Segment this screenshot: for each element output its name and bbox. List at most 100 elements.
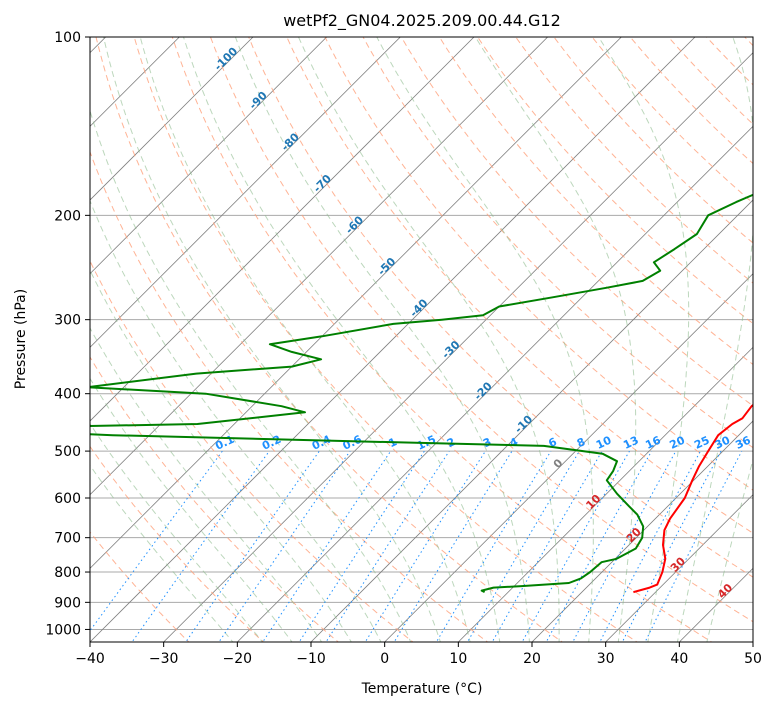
dry-adiabat-line xyxy=(438,37,753,366)
isotherm-line xyxy=(90,37,696,642)
moist-adiabat-line xyxy=(234,37,530,642)
isobar-grid xyxy=(90,37,753,630)
y-tick-label: 700 xyxy=(54,531,81,547)
mixing-ratio-line xyxy=(644,450,743,642)
plot-frame xyxy=(89,36,754,643)
y-tick-label: 800 xyxy=(54,565,81,581)
isotherm-line xyxy=(90,37,328,275)
y-tick-label: 100 xyxy=(54,30,81,46)
x-tick-label: 0 xyxy=(380,651,389,667)
dry-adiabat-line xyxy=(90,445,265,642)
isotherm-label: -20 xyxy=(472,379,495,402)
mixing-ratio-line xyxy=(521,450,630,642)
x-tick-label: −20 xyxy=(223,651,253,667)
y-axis-label: Pressure (hPa) xyxy=(13,289,29,389)
isotherm-label: -100 xyxy=(212,44,241,73)
x-tick-label: 20 xyxy=(523,651,541,667)
moist-adiabat-line xyxy=(597,37,690,642)
isotherm-line xyxy=(457,346,753,642)
dry-adiabat-line xyxy=(95,37,564,642)
mixing-ratio-line xyxy=(621,450,722,642)
dry-adiabat-line xyxy=(515,37,753,284)
moist-adiabat-line xyxy=(376,37,594,642)
dry-adiabat-line xyxy=(744,37,753,47)
isotherm-label: -40 xyxy=(407,296,430,319)
moist-adiabat-line xyxy=(90,422,264,642)
moist-adiabats xyxy=(90,37,753,642)
mixing-ratio-line xyxy=(262,450,392,642)
moist-adiabat-line xyxy=(102,37,441,642)
isotherm-label: -60 xyxy=(343,213,366,236)
y-tick-label: 600 xyxy=(54,491,81,507)
y-tick-label: 1000 xyxy=(45,622,81,638)
mixing-ratio-label: 0.4 xyxy=(310,433,333,453)
mixing-ratio-labels: 0.1 0.2 0.4 0.6 1 1.5 2 3 4 6 8 10 13 16 20 25 30 36 xyxy=(213,433,753,453)
y-tick-label: 300 xyxy=(54,313,81,329)
isotherm-line xyxy=(678,567,753,642)
mixing-ratio-label: 25 xyxy=(692,434,711,452)
isotherm-label: -10 xyxy=(512,413,535,436)
x-tick-label: −40 xyxy=(75,651,105,667)
isotherm-line xyxy=(90,37,401,348)
moist-adiabat-line xyxy=(676,37,753,642)
mixing-ratio-label: 20 xyxy=(668,433,688,451)
isotherm-line xyxy=(310,199,753,642)
chart-title: wetPf2_GN04.2025.209.00.44.G12 xyxy=(283,11,561,31)
isotherm-line xyxy=(531,420,753,642)
moist-adiabat-line xyxy=(182,37,501,642)
isotherm-label: -70 xyxy=(311,172,334,195)
mixing-ratio-lines xyxy=(90,450,743,642)
x-tick-label: 30 xyxy=(597,651,615,667)
moist-adiabat-line xyxy=(90,377,293,642)
y-axis-ticks: 100 200 300 400 500 600 700 800 900 1000 xyxy=(45,30,90,638)
moist-adiabat-line xyxy=(90,464,234,642)
x-tick-label: 10 xyxy=(449,651,467,667)
x-tick-label: 50 xyxy=(744,651,762,667)
isotherm-label: -30 xyxy=(439,338,462,361)
moist-adiabat-line xyxy=(474,37,637,642)
dry-adiabat-line xyxy=(705,37,753,86)
moist-adiabat-line xyxy=(90,199,382,642)
isotherm-line xyxy=(236,125,753,642)
dry-adiabats xyxy=(90,24,775,645)
isotherm-line xyxy=(90,37,475,422)
mixing-ratio-line xyxy=(491,450,603,642)
mixing-ratio-line xyxy=(572,450,677,642)
y-tick-label: 900 xyxy=(54,595,81,611)
isotherm-label: -80 xyxy=(279,130,302,153)
mixing-ratio-line xyxy=(364,450,486,642)
mixing-ratio-label: 8 xyxy=(575,435,587,450)
dry-adiabat-line xyxy=(209,37,753,623)
moist-adiabat-line xyxy=(90,327,323,642)
mixing-ratio-label: 16 xyxy=(643,433,663,451)
moist-adiabat-line xyxy=(90,269,352,642)
mixing-ratio-label: 0.1 xyxy=(213,433,236,453)
dry-adiabat-line xyxy=(90,259,414,642)
x-axis-label: Temperature (°C) xyxy=(361,681,483,697)
dry-adiabat-line xyxy=(90,150,489,642)
moist-adiabat-line xyxy=(706,457,753,642)
mixing-ratio-label: 0.2 xyxy=(260,433,283,453)
mixing-ratio-label: 4 xyxy=(508,435,521,450)
mixing-ratio-label: 13 xyxy=(621,434,640,452)
x-tick-label: −30 xyxy=(149,651,179,667)
mixing-ratio-label: 30 xyxy=(713,433,733,451)
mixing-ratio-line xyxy=(393,450,513,642)
isotherm-label: -90 xyxy=(247,89,270,112)
dewpoint-profile-line xyxy=(90,193,753,593)
mixing-ratio-line xyxy=(325,450,450,642)
dry-adiabat-line xyxy=(770,24,775,645)
moist-adiabat-line xyxy=(297,37,560,642)
mixing-ratio-line xyxy=(466,450,580,642)
y-tick-label: 400 xyxy=(54,387,81,403)
x-tick-label: 40 xyxy=(670,651,688,667)
isotherm-label: 40 xyxy=(715,581,735,601)
isotherm-line xyxy=(90,37,254,201)
x-tick-label: −10 xyxy=(296,651,326,667)
mixing-ratio-line xyxy=(218,450,351,642)
dry-adiabat-line xyxy=(324,37,753,491)
isotherm-line xyxy=(605,494,753,642)
dry-adiabat-line xyxy=(362,37,753,449)
